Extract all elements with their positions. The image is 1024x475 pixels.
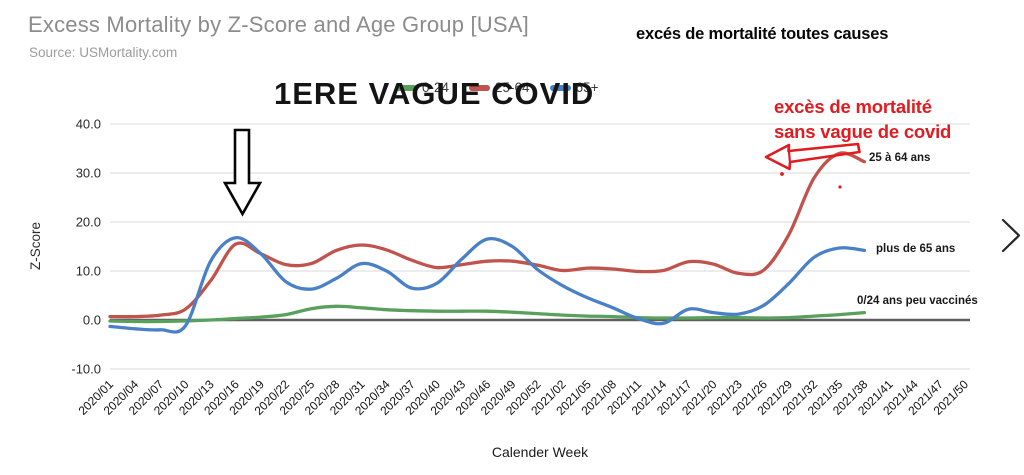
annotation-no-covid-wave: excès de mortalité sans vague de covid: [774, 94, 951, 144]
y-axis-ticks: 40.0 30.0 20.0 10.0 0.0 -10.0: [71, 117, 101, 377]
y-axis-title: Z-Score: [28, 222, 43, 270]
legend-label: 25-64: [495, 80, 530, 95]
source-caption: Source: USMortality.com: [29, 45, 178, 60]
next-chevron-icon[interactable]: [998, 216, 1024, 256]
chart-legend: 0-24 25-64 65+: [396, 80, 598, 95]
down-arrow-icon: [222, 128, 263, 217]
curve-label-25-64: 25 à 64 ans: [869, 152, 931, 164]
legend-item-0-24: 0-24: [396, 80, 449, 95]
legend-item-25-64: 25-64: [469, 80, 530, 95]
svg-text:0.0: 0.0: [83, 313, 101, 328]
legend-swatch-65plus: [549, 84, 571, 91]
x-axis-ticks: 2020/012020/042020/072020/102020/132020/…: [76, 377, 972, 418]
legend-label: 0-24: [422, 80, 450, 95]
legend-item-65plus: 65+: [549, 80, 599, 95]
series-line-25-64: [108, 151, 867, 319]
svg-text:20.0: 20.0: [76, 215, 101, 230]
series-line-65+: [108, 236, 867, 334]
curve-label-0-24: 0/24 ans peu vaccinés: [857, 295, 978, 307]
svg-text:40.0: 40.0: [76, 117, 101, 132]
legend-swatch-0-24: [396, 84, 417, 91]
x-axis-title: Calender Week: [492, 444, 589, 460]
series-line-0-24: [108, 304, 867, 324]
red-left-arrow-icon: [764, 142, 861, 189]
legend-label: 65+: [575, 80, 599, 95]
legend-swatch-25-64: [469, 84, 491, 91]
svg-text:10.0: 10.0: [76, 264, 101, 279]
curve-label-65plus: plus de 65 ans: [876, 243, 956, 255]
page-title: Excess Mortality by Z-Score and Age Grou…: [28, 12, 529, 37]
annotation-all-causes: excés de mortalité toutes causes: [636, 25, 889, 43]
svg-text:30.0: 30.0: [76, 166, 101, 181]
annotation-no-covid-wave-line2: sans vague de covid: [774, 121, 952, 142]
annotation-first-wave: 1ERE VAGUE COVID: [274, 76, 595, 111]
annotation-no-covid-wave-line1: excès de mortalité: [774, 96, 932, 117]
svg-text:-10.0: -10.0: [71, 362, 101, 377]
